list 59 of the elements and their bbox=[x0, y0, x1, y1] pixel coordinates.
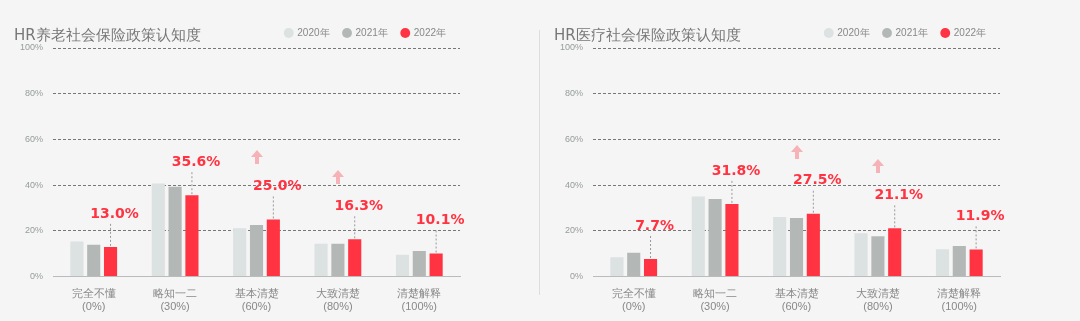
x-tick-label: 略知一二 (30%) bbox=[153, 287, 198, 313]
bar bbox=[725, 203, 739, 277]
bar bbox=[395, 254, 410, 277]
data-label: 27.5% bbox=[793, 171, 842, 188]
bar bbox=[773, 216, 787, 277]
legend-label: 2020年 bbox=[837, 26, 870, 38]
y-tick-label: 20% bbox=[25, 225, 44, 236]
bar bbox=[103, 246, 118, 277]
x-tick-label: 完全不懂 (0%) bbox=[71, 287, 116, 313]
bar bbox=[969, 249, 983, 277]
data-label: 31.8% bbox=[711, 161, 761, 178]
y-tick-label: 40% bbox=[565, 179, 584, 190]
legend-label: 2021年 bbox=[895, 26, 928, 38]
x-tick-label: 清楚解释 (100%) bbox=[397, 287, 442, 313]
legend-label: 2022年 bbox=[953, 26, 986, 38]
data-label: 13.0% bbox=[90, 204, 139, 221]
bar bbox=[888, 228, 902, 277]
y-tick-label: 60% bbox=[565, 133, 584, 144]
data-label: 16.3% bbox=[334, 196, 384, 213]
bar bbox=[151, 183, 165, 277]
bar bbox=[691, 196, 705, 277]
y-tick-label: 0% bbox=[570, 271, 584, 282]
x-tick-label: 清楚解释 (100%) bbox=[937, 287, 982, 313]
chart-title: HR医疗社会保险政策认知度 bbox=[554, 26, 741, 44]
bar bbox=[266, 219, 280, 277]
y-tick-label: 100% bbox=[19, 42, 44, 53]
bar bbox=[314, 243, 328, 277]
x-tick-label: 基本清楚 (60%) bbox=[234, 287, 279, 313]
bar bbox=[643, 259, 658, 277]
bar bbox=[429, 253, 443, 277]
y-tick-label: 60% bbox=[25, 133, 44, 144]
data-label: 10.1% bbox=[415, 211, 465, 228]
y-tick-label: 0% bbox=[30, 271, 44, 282]
bar bbox=[348, 239, 362, 277]
legend-label: 2020年 bbox=[297, 26, 330, 38]
bar bbox=[854, 233, 868, 277]
x-tick-label: 完全不懂 (0%) bbox=[611, 287, 656, 313]
bar bbox=[185, 195, 199, 277]
chart-title: HR养老社会保险政策认知度 bbox=[14, 26, 201, 44]
x-tick-label: 略知一二 (30%) bbox=[693, 287, 738, 313]
y-tick-label: 40% bbox=[25, 179, 44, 190]
y-tick-label: 100% bbox=[559, 42, 584, 53]
x-tick-label: 大致清楚 (80%) bbox=[315, 287, 360, 313]
y-tick-label: 80% bbox=[25, 88, 44, 99]
data-label: 11.9% bbox=[955, 207, 1005, 224]
y-tick-label: 80% bbox=[565, 88, 584, 99]
legend-label: 2022年 bbox=[413, 26, 446, 38]
bar bbox=[70, 241, 84, 277]
x-tick-label: 基本清楚 (60%) bbox=[774, 287, 819, 313]
legend-label: 2021年 bbox=[355, 26, 388, 38]
bar bbox=[806, 213, 820, 277]
data-label: 7.7% bbox=[635, 216, 674, 233]
y-tick-label: 20% bbox=[565, 225, 584, 236]
bar bbox=[610, 257, 624, 277]
x-tick-label: 大致清楚 (80%) bbox=[855, 287, 900, 313]
bar bbox=[935, 249, 950, 277]
data-label: 35.6% bbox=[171, 152, 221, 169]
bar bbox=[233, 228, 247, 277]
data-label: 21.1% bbox=[874, 186, 924, 203]
